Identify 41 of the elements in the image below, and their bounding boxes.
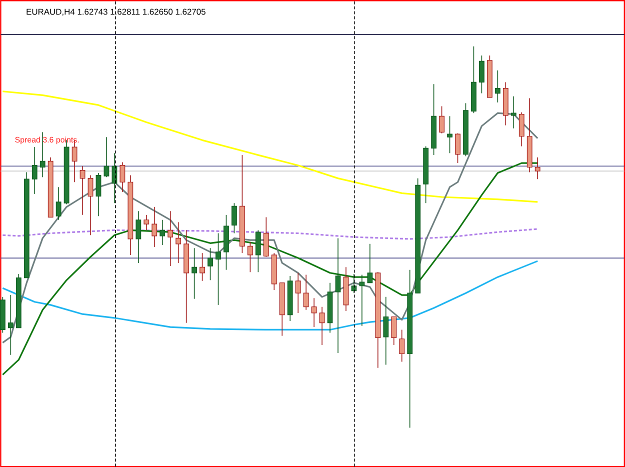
candlestick	[104, 136, 110, 178]
candlestick	[216, 232, 221, 306]
candlestick	[447, 116, 452, 154]
candlestick	[303, 274, 309, 310]
candlestick	[80, 166, 86, 216]
candlestick	[399, 329, 405, 362]
candlestick	[168, 210, 174, 266]
candlestick	[200, 252, 205, 282]
candlestick	[8, 294, 14, 356]
candlestick	[311, 298, 317, 328]
candlestick	[96, 172, 102, 216]
candlestick	[56, 186, 62, 220]
candlestick	[88, 174, 94, 236]
candlestick	[255, 230, 261, 272]
chart-title: EURAUD,H4 1.62743 1.62811 1.62650 1.62705	[26, 8, 206, 16]
candlestick	[120, 162, 126, 192]
candlestick	[160, 219, 166, 246]
candlestick	[439, 106, 444, 134]
candlestick	[152, 206, 158, 248]
candlestick	[144, 214, 150, 230]
candlestick	[335, 238, 341, 354]
candlestick	[192, 248, 197, 300]
candlestick	[494, 70, 500, 103]
candlestick	[136, 210, 142, 264]
candlestick	[479, 55, 484, 94]
candlestick	[391, 316, 397, 346]
candlestick	[534, 156, 540, 180]
candlestick	[232, 202, 237, 234]
candlestick	[367, 243, 373, 284]
candlestick	[247, 242, 253, 272]
candlestick	[32, 146, 38, 194]
candlestick	[319, 306, 325, 346]
candlestick	[383, 296, 389, 366]
candlestick	[263, 216, 269, 258]
candlestick	[518, 112, 524, 147]
candlestick	[208, 248, 213, 280]
candlestick	[455, 132, 460, 164]
candlestick	[359, 274, 365, 326]
candlestick	[295, 272, 301, 314]
candlestick	[510, 96, 516, 129]
candlestick	[176, 222, 182, 264]
